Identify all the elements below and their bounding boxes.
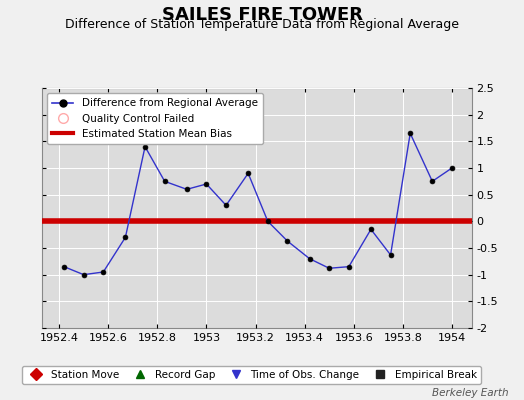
Text: SAILES FIRE TOWER: SAILES FIRE TOWER (161, 6, 363, 24)
Legend: Station Move, Record Gap, Time of Obs. Change, Empirical Break: Station Move, Record Gap, Time of Obs. C… (22, 366, 481, 384)
Legend: Difference from Regional Average, Quality Control Failed, Estimated Station Mean: Difference from Regional Average, Qualit… (47, 93, 263, 144)
Text: Berkeley Earth: Berkeley Earth (432, 388, 508, 398)
Text: Difference of Station Temperature Data from Regional Average: Difference of Station Temperature Data f… (65, 18, 459, 31)
